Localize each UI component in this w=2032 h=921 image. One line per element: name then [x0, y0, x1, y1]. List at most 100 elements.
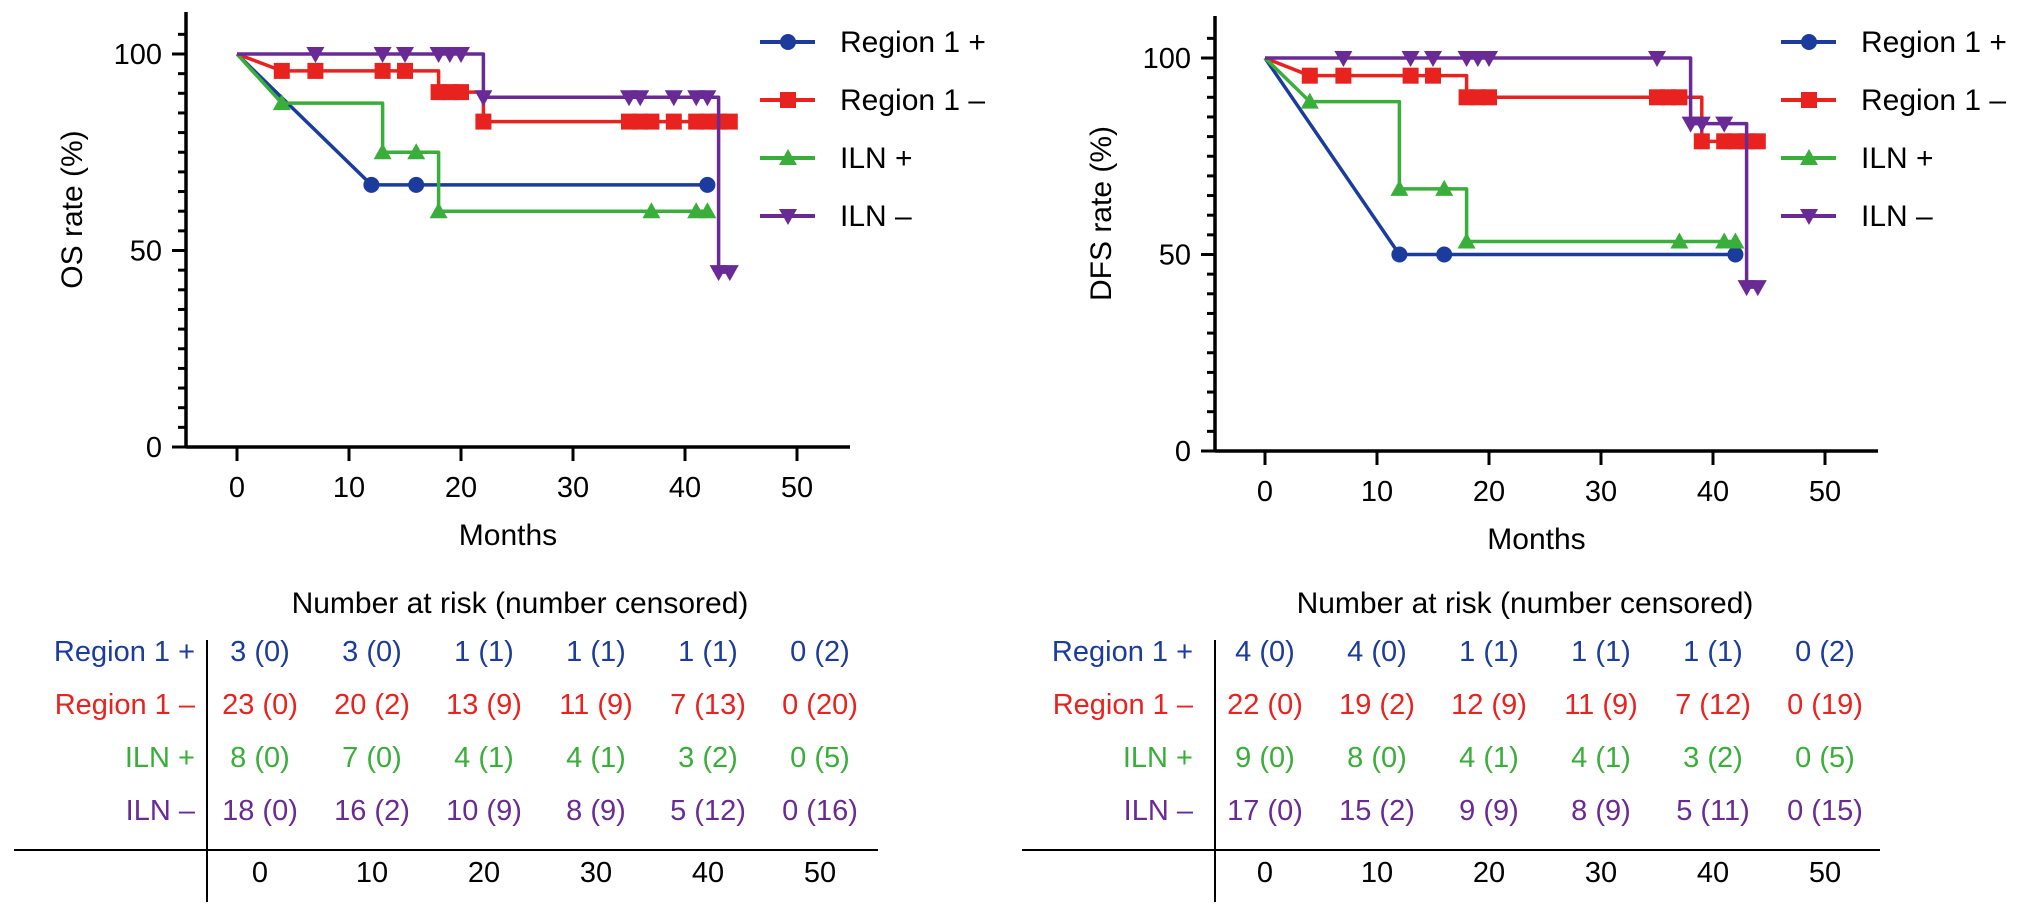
- os-risk-row-label: ILN +: [125, 742, 195, 774]
- os-point-iln-minus: [664, 90, 683, 107]
- os-x-tick-label: 20: [445, 472, 477, 504]
- dfs-risk-cell: 0 (15): [1787, 795, 1863, 827]
- os-risk-row-iln-minus: ILN – 18 (0) 16 (2) 10 (9) 8 (9) 5 (12) 0 (16): [126, 795, 858, 827]
- dfs-legend-marker: [1800, 149, 1818, 165]
- dfs-point-iln-minus: [1424, 51, 1442, 67]
- dfs-series-region-1-minus: [1264, 56, 1766, 150]
- os-point-region-1-minus: [397, 62, 413, 79]
- dfs-series-iln-minus: [1265, 51, 1767, 297]
- os-risk-table: Number at risk (number censored) Region 1…: [14, 587, 878, 902]
- os-point-region-1-minus: [273, 62, 290, 79]
- dfs-risk-time-label: 50: [1809, 857, 1841, 889]
- os-point-iln-minus: [452, 47, 470, 63]
- os-legend-label: ILN –: [840, 200, 912, 233]
- os-risk-cell: 10 (9): [446, 795, 522, 827]
- dfs-point-region-1-plus: [1436, 246, 1453, 263]
- dfs-risk-cell: 4 (1): [1459, 742, 1519, 774]
- os-x-tick-label: 0: [229, 472, 245, 504]
- os-point-iln-minus: [396, 47, 414, 63]
- dfs-legend-label: Region 1 +: [1861, 26, 2007, 59]
- os-risk-cell: 11 (9): [559, 689, 633, 721]
- dfs-y-axis-label: DFS rate (%): [1085, 126, 1118, 301]
- os-point-iln-minus: [720, 265, 739, 282]
- dfs-legend-marker: [1801, 92, 1817, 108]
- dfs-point-iln-minus: [1715, 116, 1734, 133]
- os-legend-label: Region 1 +: [840, 26, 986, 59]
- dfs-risk-cell: 17 (0): [1227, 795, 1303, 827]
- os-risk-time-label: 10: [356, 857, 388, 889]
- os-point-iln-plus: [407, 143, 426, 160]
- os-risk-time-label: 20: [468, 857, 500, 889]
- dfs-point-region-1-minus: [1402, 67, 1419, 84]
- dfs-point-iln-minus: [1692, 116, 1711, 133]
- os-risk-cell: 5 (12): [670, 795, 746, 827]
- os-legend-item-iln-plus: ILN +: [760, 142, 913, 175]
- dfs-risk-time-label: 40: [1697, 857, 1729, 889]
- dfs-series-region-1-plus: [1263, 57, 1744, 263]
- os-point-region-1-minus: [643, 113, 660, 130]
- dfs-y-tick-label: 0: [1175, 436, 1191, 468]
- dfs-risk-cell: 4 (0): [1235, 636, 1295, 668]
- dfs-risk-time-label: 10: [1361, 857, 1393, 889]
- dfs-point-region-1-minus: [1481, 89, 1497, 106]
- dfs-point-region-1-minus: [1301, 67, 1318, 84]
- dfs-x-tick-label: 40: [1697, 476, 1729, 508]
- dfs-legend-item-iln-minus: ILN –: [1781, 200, 1933, 233]
- os-risk-cell: 3 (2): [678, 742, 738, 774]
- dfs-risk-row-label: ILN –: [1124, 795, 1194, 827]
- dfs-risk-time-label: 20: [1473, 857, 1505, 889]
- os-risk-cell: 0 (2): [790, 636, 850, 668]
- os-point-region-1-minus: [453, 84, 469, 101]
- os-point-region-1-minus: [475, 113, 492, 130]
- dfs-point-region-1-minus: [1671, 89, 1688, 106]
- os-point-iln-minus: [631, 90, 650, 107]
- dfs-risk-cell: 22 (0): [1227, 689, 1303, 721]
- dfs-point-iln-plus: [1670, 232, 1689, 249]
- dfs-point-region-1-minus: [1749, 133, 1766, 150]
- dfs-point-iln-plus: [1435, 179, 1454, 196]
- os-risk-table-title: Number at risk (number censored): [292, 587, 749, 620]
- dfs-risk-cell: 0 (2): [1795, 636, 1855, 668]
- os-risk-cell: 7 (13): [670, 689, 746, 721]
- dfs-legend-label: Region 1 –: [1861, 84, 2006, 117]
- os-risk-row-label: Region 1 +: [54, 636, 195, 668]
- os-risk-cell: 4 (1): [566, 742, 626, 774]
- dfs-risk-cell: 1 (1): [1459, 636, 1519, 668]
- os-line-iln-plus: [235, 52, 708, 213]
- dfs-risk-cell: 4 (0): [1347, 636, 1407, 668]
- os-risk-cell: 0 (16): [782, 795, 858, 827]
- dfs-risk-cell: 1 (1): [1683, 636, 1743, 668]
- dfs-risk-cell: 8 (9): [1571, 795, 1631, 827]
- os-risk-row-region-1-minus: Region 1 – 23 (0) 20 (2) 13 (9) 11 (9) 7 (13)…: [55, 689, 858, 721]
- os-x-tick-label: 40: [669, 472, 701, 504]
- os-risk-cell: 20 (2): [334, 689, 410, 721]
- os-point-region-1-minus: [665, 113, 682, 130]
- dfs-risk-cell: 0 (19): [1787, 689, 1863, 721]
- os-risk-cell: 7 (0): [342, 742, 402, 774]
- dfs-line-iln-plus: [1263, 56, 1736, 244]
- os-legend-marker: [780, 92, 796, 108]
- dfs-legend-label: ILN +: [1861, 142, 1934, 175]
- dfs-risk-cell: 3 (2): [1683, 742, 1743, 774]
- os-x-tick-label: 50: [781, 472, 813, 504]
- os-risk-time-label: 40: [692, 857, 724, 889]
- os-risk-time-label: 0: [252, 857, 268, 889]
- os-x-tick-label: 10: [333, 472, 365, 504]
- os-line-region-1-plus: [235, 52, 708, 187]
- dfs-risk-cell: 12 (9): [1451, 689, 1527, 721]
- os-risk-cell: 4 (1): [454, 742, 514, 774]
- dfs-risk-cell: 7 (12): [1675, 689, 1751, 721]
- dfs-point-iln-plus: [1726, 232, 1745, 249]
- os-risk-row-region-1-plus: Region 1 + 3 (0) 3 (0) 1 (1) 1 (1) 1 (1) 0 (2): [54, 636, 850, 668]
- os-risk-cell: 1 (1): [678, 636, 738, 668]
- dfs-x-tick-label: 30: [1585, 476, 1617, 508]
- os-series-iln-minus: [237, 47, 739, 282]
- dfs-risk-cell: 9 (9): [1459, 795, 1519, 827]
- os-point-region-1-plus: [408, 176, 425, 193]
- dfs-risk-cell: 1 (1): [1571, 636, 1631, 668]
- dfs-risk-cell: 9 (0): [1235, 742, 1295, 774]
- dfs-risk-row-region-1-plus: Region 1 + 4 (0) 4 (0) 1 (1) 1 (1) 1 (1) 0 (2): [1052, 636, 1855, 668]
- os-risk-row-iln-plus: ILN + 8 (0) 7 (0) 4 (1) 4 (1) 3 (2) 0 (5): [125, 742, 850, 774]
- os-y-tick-label: 0: [146, 432, 162, 464]
